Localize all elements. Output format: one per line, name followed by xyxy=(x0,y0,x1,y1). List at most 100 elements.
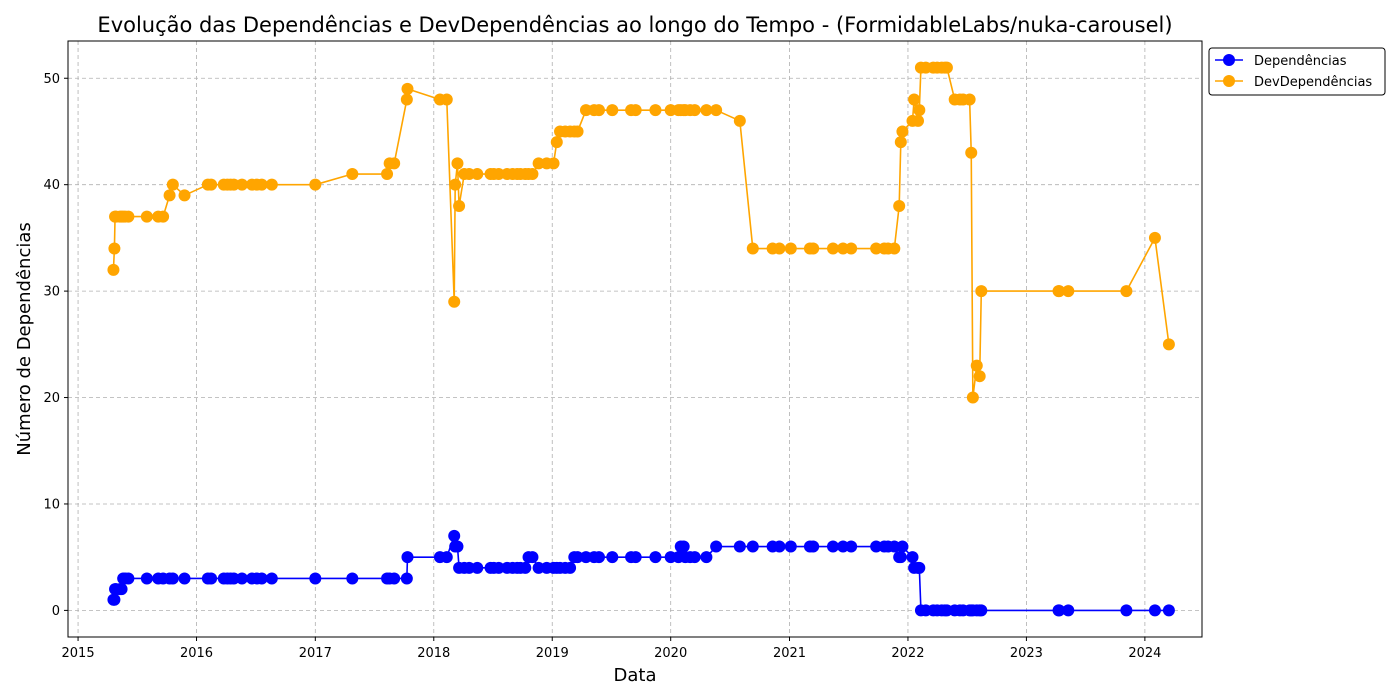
y-axis-label: Número de Dependências xyxy=(14,222,35,456)
legend-box xyxy=(1208,47,1386,96)
data-point xyxy=(400,572,413,585)
data-point xyxy=(492,561,505,574)
data-point xyxy=(906,551,919,564)
y-tick-label: 30 xyxy=(43,285,60,300)
data-point xyxy=(893,199,906,212)
data-point xyxy=(908,93,921,106)
data-point xyxy=(107,263,120,276)
data-point xyxy=(629,104,642,117)
data-point xyxy=(451,540,464,553)
data-point xyxy=(309,178,322,191)
data-point xyxy=(265,572,278,585)
data-point xyxy=(733,114,746,127)
data-point xyxy=(448,295,461,308)
data-point xyxy=(826,540,839,553)
data-point xyxy=(157,210,170,223)
data-point xyxy=(1053,285,1066,298)
plot-frame xyxy=(67,40,1203,638)
data-point xyxy=(163,189,176,202)
data-point xyxy=(471,168,484,181)
data-point xyxy=(629,551,642,564)
data-point xyxy=(807,242,820,255)
data-point xyxy=(894,551,907,564)
data-point xyxy=(973,370,986,383)
data-point xyxy=(746,242,759,255)
x-tick-label: 2024 xyxy=(1128,646,1161,661)
data-point xyxy=(205,178,218,191)
data-point xyxy=(896,125,909,138)
data-point xyxy=(913,104,926,117)
data-point xyxy=(1062,604,1075,617)
data-point xyxy=(451,157,464,170)
data-point xyxy=(913,561,926,574)
data-point xyxy=(140,572,153,585)
data-point xyxy=(388,157,401,170)
data-point xyxy=(963,93,976,106)
x-axis-label: Data xyxy=(614,665,657,686)
data-point xyxy=(773,242,786,255)
data-point xyxy=(255,178,268,191)
data-point xyxy=(975,285,988,298)
x-tick-label: 2021 xyxy=(773,646,806,661)
data-point xyxy=(108,593,121,606)
x-tick-label: 2023 xyxy=(1010,646,1043,661)
x-tick-label: 2022 xyxy=(891,646,924,661)
data-point xyxy=(235,178,248,191)
data-point xyxy=(677,540,690,553)
y-tick-label: 50 xyxy=(43,72,60,87)
data-point xyxy=(547,157,560,170)
data-point xyxy=(845,242,858,255)
y-axis: 0 10 20 30 40 50 xyxy=(43,72,68,619)
data-point xyxy=(140,210,153,223)
y-tick-label: 40 xyxy=(43,178,60,193)
data-point xyxy=(894,136,907,149)
legend-label-devdependencias: DevDependências xyxy=(1254,75,1372,90)
data-point xyxy=(526,551,539,564)
data-point xyxy=(519,561,532,574)
data-point xyxy=(448,529,461,542)
data-point xyxy=(845,540,858,553)
data-point xyxy=(265,178,278,191)
series-layer xyxy=(107,61,1175,617)
data-point xyxy=(1062,285,1075,298)
data-point xyxy=(784,242,797,255)
data-point xyxy=(1120,604,1133,617)
data-point xyxy=(449,178,462,191)
data-point xyxy=(710,540,723,553)
data-point xyxy=(122,210,135,223)
data-point xyxy=(205,572,218,585)
data-point xyxy=(1162,604,1175,617)
data-point xyxy=(606,551,619,564)
grid xyxy=(68,41,1202,637)
data-point xyxy=(592,551,605,564)
data-point xyxy=(1148,604,1161,617)
data-point xyxy=(235,572,248,585)
data-point xyxy=(700,104,713,117)
data-point xyxy=(178,189,191,202)
data-point xyxy=(492,168,505,181)
data-point xyxy=(571,125,584,138)
data-point xyxy=(807,540,820,553)
x-tick-label: 2019 xyxy=(536,646,569,661)
legend-marker-devdependencias xyxy=(1223,75,1235,87)
data-point xyxy=(733,540,746,553)
data-point xyxy=(309,572,322,585)
data-point xyxy=(166,178,179,191)
x-tick-label: 2015 xyxy=(62,646,95,661)
data-point xyxy=(178,572,191,585)
data-point xyxy=(784,540,797,553)
data-point xyxy=(746,540,759,553)
data-point xyxy=(688,551,701,564)
series-devdependencias xyxy=(107,61,1175,404)
data-point xyxy=(526,168,539,181)
data-point xyxy=(401,82,414,95)
data-point xyxy=(912,114,925,127)
x-axis: 2015 2016 2017 2018 2019 2020 2021 2022 2023 2024 xyxy=(62,637,1161,661)
data-point xyxy=(108,242,121,255)
data-point xyxy=(1162,338,1175,351)
data-point xyxy=(122,572,135,585)
data-point xyxy=(688,104,701,117)
data-point xyxy=(115,583,128,596)
